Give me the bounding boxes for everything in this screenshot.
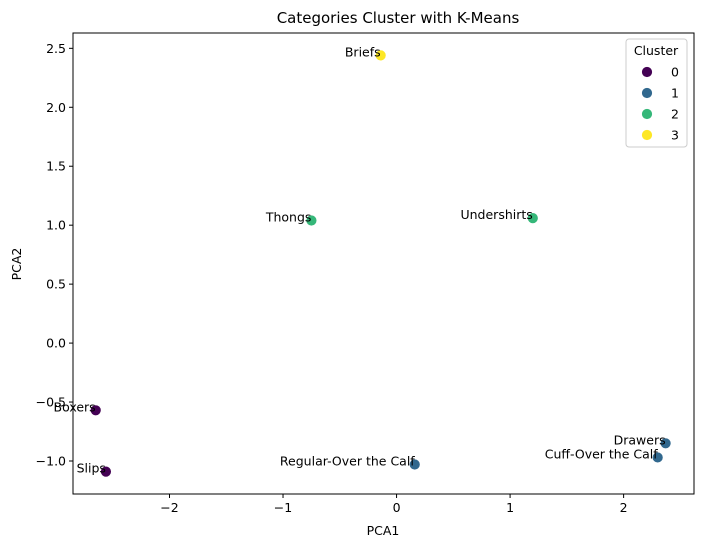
chart-title: Categories Cluster with K-Means [277, 9, 520, 27]
y-tick-label: 1.5 [46, 159, 66, 174]
point-label: Slips [77, 461, 106, 476]
data-points [89, 49, 672, 478]
x-tick-label: −1 [274, 500, 292, 515]
y-tick-label: −1.0 [36, 453, 66, 468]
legend-title: Cluster [634, 43, 679, 58]
y-axis: −1.0 −0.5 0.0 0.5 1.0 1.5 2.0 2.5 [36, 41, 73, 468]
data-point [659, 437, 672, 450]
point-label: Regular-Over the Calf [280, 454, 415, 469]
y-tick-label: 2.0 [46, 100, 66, 115]
legend-marker [641, 87, 653, 99]
data-point [408, 458, 421, 471]
y-tick-label: 0.5 [46, 277, 66, 292]
legend-label: 2 [671, 107, 679, 122]
point-label: Boxers [54, 399, 96, 414]
legend-label: 0 [671, 65, 679, 80]
y-tick-label: −0.5 [36, 395, 66, 410]
legend-label: 3 [671, 128, 679, 143]
x-tick-label: −2 [160, 500, 178, 515]
point-label: Drawers [614, 432, 666, 447]
data-point [651, 451, 664, 464]
x-tick-label: 2 [620, 500, 628, 515]
data-point [89, 404, 102, 417]
x-axis: −2 −1 0 1 2 [160, 494, 628, 515]
plot-area [72, 32, 695, 495]
point-label: Briefs [345, 44, 381, 59]
legend-label: 1 [671, 86, 679, 101]
x-axis-label: PCA1 [367, 523, 400, 538]
point-label: Thongs [265, 209, 312, 224]
x-tick-label: 0 [393, 500, 401, 515]
legend-marker [641, 66, 653, 78]
y-tick-label: 1.0 [46, 218, 66, 233]
legend: Cluster 0 1 2 3 [625, 38, 688, 148]
legend-entries: 0 1 2 3 [641, 65, 679, 143]
data-point [100, 465, 112, 478]
data-point [526, 212, 539, 225]
data-point [305, 214, 318, 227]
y-tick-label: 2.5 [46, 41, 66, 56]
point-label: Undershirts [460, 207, 532, 222]
y-tick-label: 0.0 [46, 336, 66, 351]
y-axis-label: PCA2 [9, 248, 24, 281]
data-point [374, 49, 387, 62]
legend-marker [641, 129, 653, 141]
point-labels: Briefs Thongs Undershirts Boxers Slips Regula… [54, 44, 666, 475]
point-label: Cuff-Over the Calf [545, 446, 659, 461]
legend-box [625, 38, 688, 148]
legend-marker [641, 108, 653, 120]
x-tick-label: 1 [506, 500, 514, 515]
